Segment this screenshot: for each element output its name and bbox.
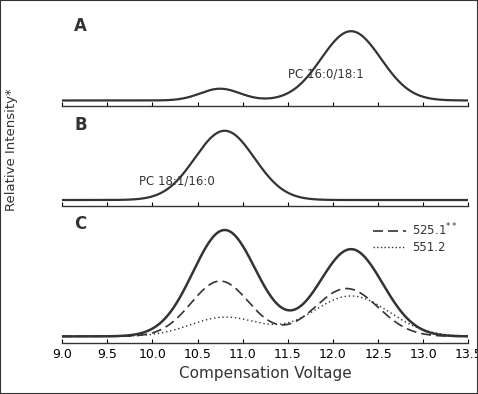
Text: Relative Intensity*: Relative Intensity* [5,88,19,211]
Text: A: A [75,17,87,35]
Text: PC 16:0/18:1: PC 16:0/18:1 [288,68,364,81]
Text: PC 18:1/16:0: PC 18:1/16:0 [139,174,215,187]
Legend: 525.1$^{**}$, 551.2: 525.1$^{**}$, 551.2 [369,217,463,259]
Text: B: B [75,116,87,134]
X-axis label: Compensation Voltage: Compensation Voltage [179,366,352,381]
Text: C: C [75,215,87,233]
